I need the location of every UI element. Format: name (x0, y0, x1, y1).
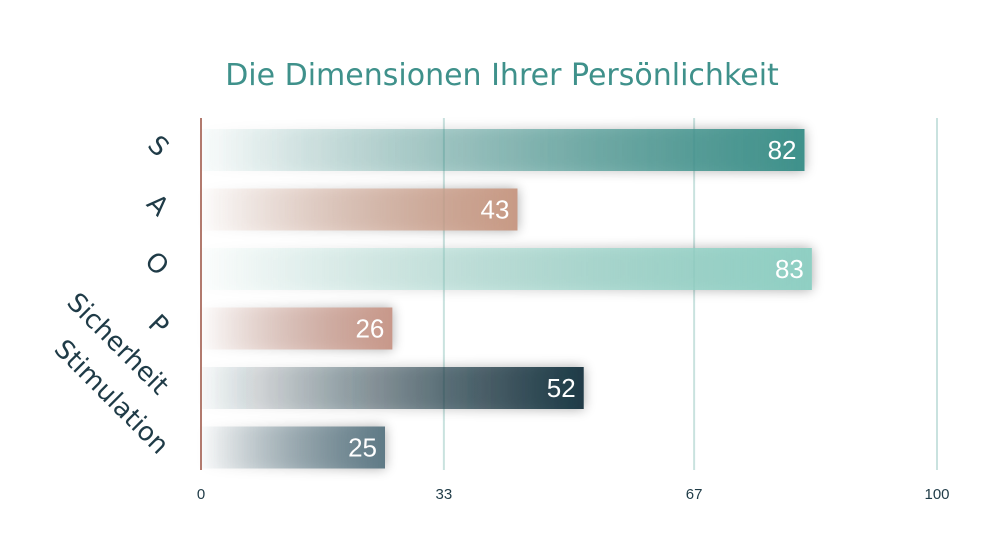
bar-value-label: 43 (481, 195, 510, 225)
bar-series: 82 43 83 26 52 25 (201, 129, 812, 469)
x-axis: 0 33 67 100 (197, 118, 950, 503)
bar-p (201, 307, 393, 350)
category-label-s: S (141, 130, 174, 163)
chart-title: Die Dimensionen Ihrer Persönlichkeit (225, 58, 779, 93)
x-tick-label: 0 (197, 486, 205, 503)
bar-value-label: 82 (768, 135, 797, 165)
x-tick-label: 100 (924, 486, 949, 503)
bar-value-label: 25 (348, 433, 377, 463)
bar-value-label: 52 (547, 373, 576, 403)
bar-stimulation (201, 426, 385, 469)
grid-lines (442, 118, 938, 470)
bar-o (201, 248, 812, 290)
bar-sicherheit (201, 367, 584, 409)
bar-value-label: 26 (355, 314, 384, 344)
bar-value-label: 83 (775, 254, 804, 284)
category-label-p: P (142, 309, 174, 341)
x-tick-label: 33 (436, 486, 453, 503)
bar-s (201, 129, 805, 171)
category-label-a: A (140, 189, 174, 223)
bar-a (201, 188, 518, 231)
category-label-o: O (139, 246, 175, 282)
x-tick-label: 67 (686, 486, 703, 503)
